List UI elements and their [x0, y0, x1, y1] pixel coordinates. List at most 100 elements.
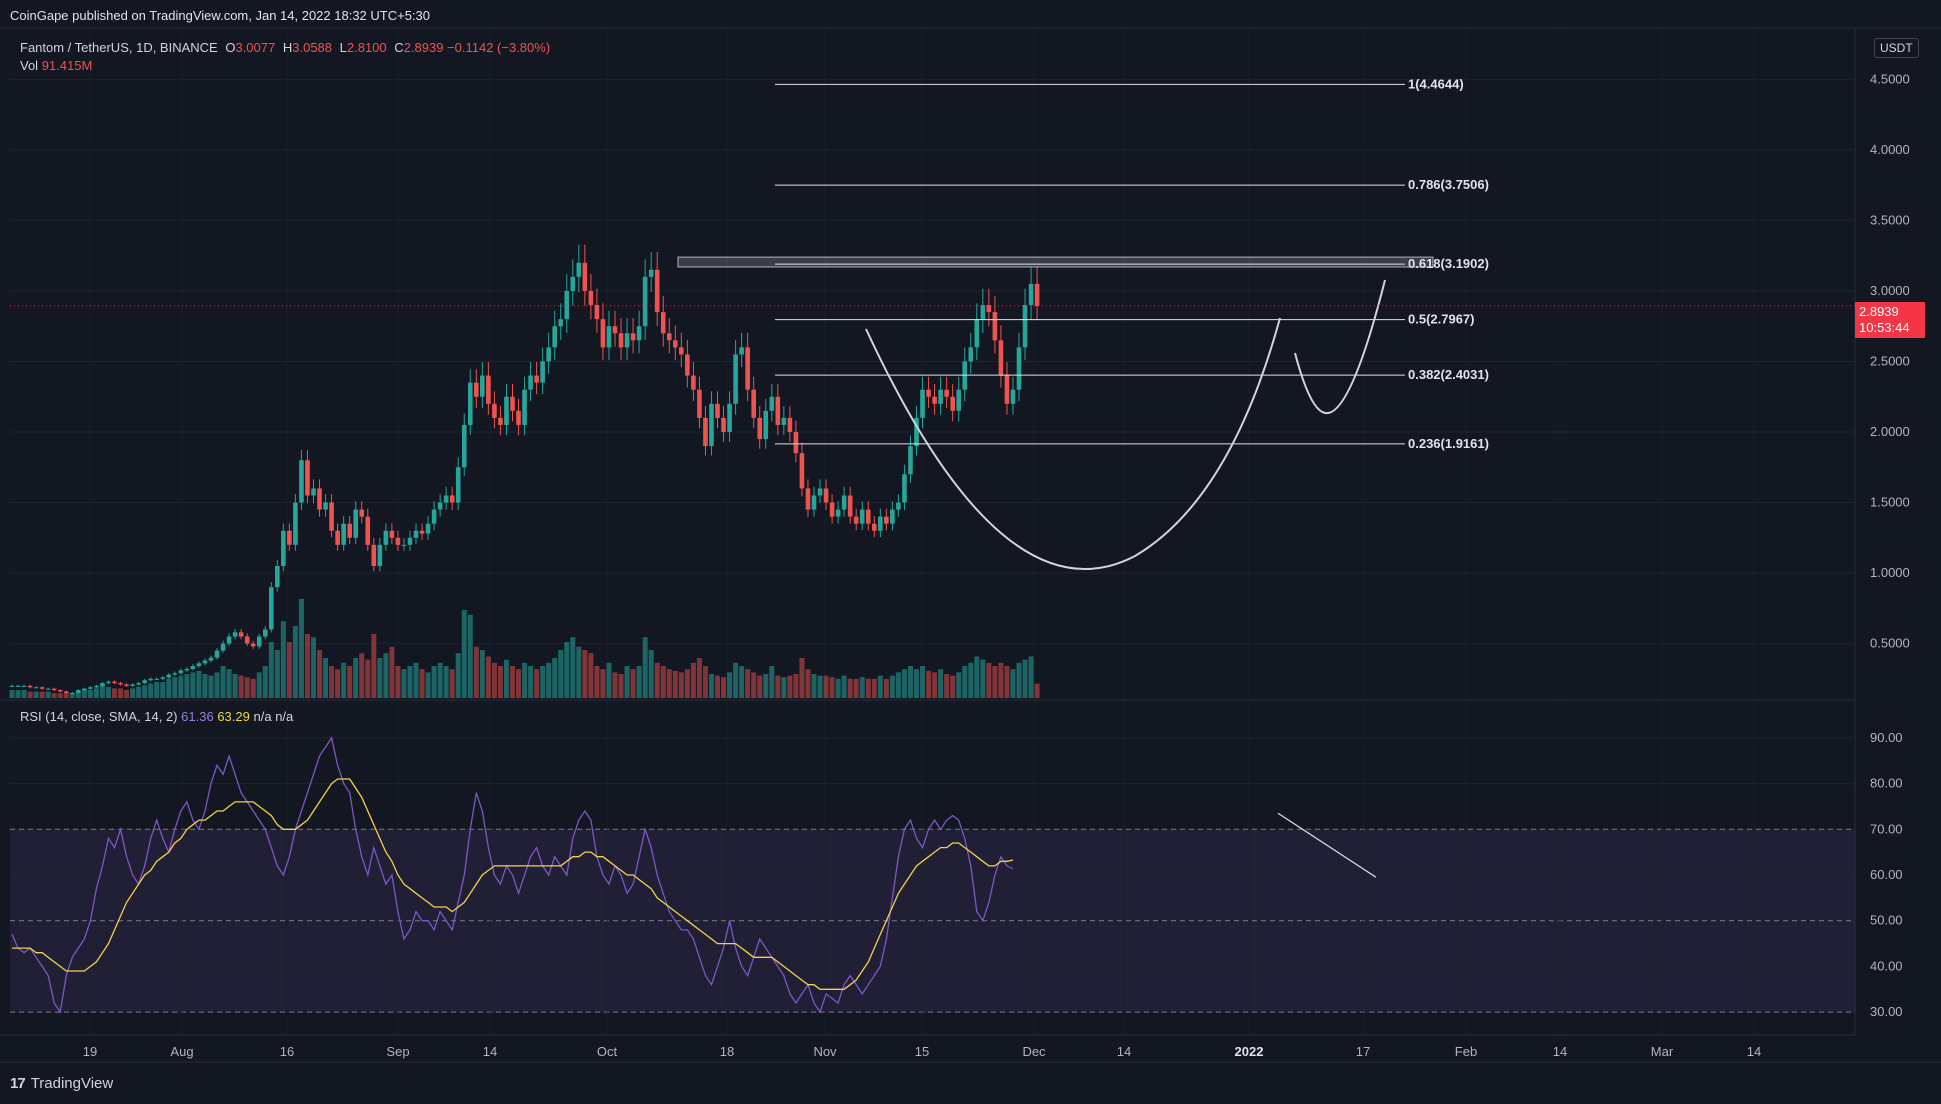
volume-bar [835, 678, 841, 698]
time-tick-label: 14 [1747, 1044, 1761, 1059]
volume-bar [576, 646, 582, 698]
candle-body [172, 673, 178, 675]
candle-body [178, 670, 184, 674]
candle-body [1004, 375, 1010, 404]
candle-body [781, 417, 787, 425]
volume-bar [154, 682, 160, 698]
volume-bar [292, 626, 298, 698]
candle-body [926, 389, 931, 397]
volume-bar [914, 669, 919, 698]
candle-body [998, 340, 1004, 376]
volume-bar [847, 678, 853, 698]
rsi-tick-label: 60.00 [1870, 867, 1903, 882]
handle-curve [1294, 279, 1386, 415]
candle-body [594, 305, 600, 320]
volume-bar [437, 662, 443, 698]
candle-body [305, 460, 310, 496]
candle-body [685, 354, 690, 376]
candle-body [70, 692, 75, 694]
volume-bar [986, 662, 992, 698]
candle-body [281, 530, 286, 566]
volume-bar [805, 669, 811, 698]
volume-bar [407, 666, 413, 698]
candle-body [262, 629, 268, 637]
volume-bar [793, 674, 799, 698]
volume-bar [142, 685, 148, 698]
volume-bar [479, 650, 485, 698]
rsi-legend: RSI (14, close, SMA, 14, 2) 61.36 63.29 … [20, 709, 293, 724]
candle-body [751, 389, 756, 418]
candle-body [763, 410, 769, 440]
candle-body [703, 417, 708, 447]
volume-bar [51, 693, 57, 698]
tradingview-brand[interactable]: 17 TradingView [10, 1075, 113, 1092]
volume-bar [600, 669, 606, 698]
rsi-tick-label: 40.00 [1870, 958, 1903, 973]
candle-body [347, 523, 352, 538]
volume-bar [244, 677, 250, 698]
candle-body [540, 361, 545, 383]
volume-bar [497, 666, 503, 698]
volume-bar [618, 674, 624, 698]
volume-bar [256, 672, 262, 698]
candle-body [522, 389, 527, 425]
candle-body [648, 269, 654, 277]
price-tick-label: 3.0000 [1870, 283, 1910, 298]
candle-body [45, 688, 51, 690]
volume-bar [938, 669, 944, 698]
candle-body [226, 636, 232, 644]
currency-button[interactable]: USDT [1874, 38, 1919, 58]
rsi-value: 61.36 [181, 709, 214, 724]
price-tick-label: 4.5000 [1870, 71, 1910, 86]
volume-bar [341, 662, 347, 698]
time-tick-label: Oct [597, 1044, 618, 1059]
candle-body [697, 389, 702, 418]
candle-body [853, 516, 859, 524]
change-value: −0.1142 (−3.80%) [447, 40, 551, 55]
candle-body [431, 509, 437, 524]
candle-body [88, 687, 93, 689]
volume-bar [112, 688, 118, 698]
close-label: C [394, 40, 404, 55]
volume-value: 91.415M [41, 58, 93, 73]
candle-body [238, 632, 244, 637]
time-tick-label: 14 [1553, 1044, 1567, 1059]
volume-bar [950, 675, 956, 698]
candle-body [317, 488, 322, 510]
volume-bar [540, 666, 546, 698]
candle-body [528, 375, 533, 390]
candle-body [799, 453, 805, 489]
volume-bar [118, 688, 124, 698]
fib-level-label: 0.236(1.9161) [1408, 436, 1489, 451]
time-tick-label: 15 [915, 1044, 929, 1059]
candle-body [896, 502, 901, 510]
volume-bar [63, 693, 69, 698]
candle-body [365, 516, 371, 545]
candle-body [293, 502, 298, 545]
candle-body [323, 502, 328, 510]
volume-bar [425, 672, 431, 698]
volume-bar [359, 653, 365, 698]
candle-body [130, 684, 135, 686]
volume-bar [353, 658, 359, 698]
volume-bar [250, 678, 256, 698]
rsi-tick-label: 80.00 [1870, 776, 1903, 791]
time-tick-label: Mar [1651, 1044, 1674, 1059]
volume-bar [739, 666, 745, 698]
volume-bar [769, 666, 775, 698]
volume-bar [81, 690, 87, 698]
candle-body [902, 474, 907, 503]
candle-body [492, 403, 497, 418]
candle-body [775, 396, 781, 425]
candle-body [190, 666, 196, 669]
volume-bar [841, 675, 847, 698]
candle-body [673, 340, 678, 348]
volume-bar [666, 669, 672, 698]
candle-body [455, 467, 461, 503]
volume-bar [262, 666, 268, 698]
candle-body [202, 660, 208, 664]
volume-bar [829, 677, 835, 698]
tradingview-name: TradingView [30, 1075, 114, 1092]
volume-bar [883, 678, 889, 698]
